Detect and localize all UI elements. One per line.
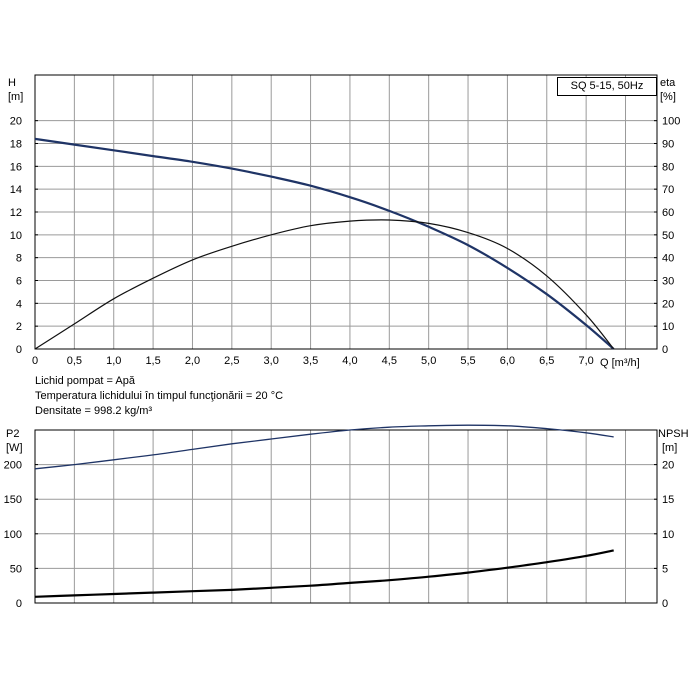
x-tick-label: 1,5	[145, 355, 160, 367]
left-tick-label: 0	[16, 598, 22, 610]
axis-ticks: 0246810121416182001020304050607080901000…	[4, 116, 681, 610]
x-tick-label: 6,5	[539, 355, 554, 367]
left-tick-label: 150	[4, 494, 22, 506]
eta-axis-unit: [%]	[660, 91, 676, 103]
left-tick-label: 8	[16, 253, 22, 265]
q-axis-label: Q [m³/h]	[600, 357, 640, 369]
x-tick-label: 5,0	[421, 355, 436, 367]
left-tick-label: 2	[16, 321, 22, 333]
fluid-density: Densitate = 998.2 kg/m³	[35, 405, 153, 417]
left-tick-label: 20	[10, 116, 22, 128]
p2-curve	[34, 424, 614, 470]
fluid-liquid: Lichid pompat = Apă	[35, 375, 135, 387]
x-tick-label: 7,0	[578, 355, 593, 367]
right-tick-label: 60	[662, 207, 674, 219]
left-tick-label: 6	[16, 276, 22, 288]
left-tick-label: 100	[4, 529, 22, 541]
right-tick-label: 10	[662, 321, 674, 333]
left-tick-label: 16	[10, 161, 22, 173]
x-tick-label: 4,0	[342, 355, 357, 367]
left-tick-label: 4	[16, 298, 22, 310]
eta-curve	[34, 219, 615, 350]
x-tick-label: 6,0	[500, 355, 515, 367]
left-tick-label: 14	[10, 184, 22, 196]
x-tick-label: 0,5	[67, 355, 82, 367]
x-tick-label: 2,0	[185, 355, 200, 367]
x-tick-label: 2,5	[224, 355, 239, 367]
curves	[34, 137, 615, 598]
left-tick-label: 0	[16, 344, 22, 356]
right-tick-label: 70	[662, 184, 674, 196]
right-tick-label: 100	[662, 116, 680, 128]
right-tick-label: 20	[662, 460, 674, 472]
right-tick-label: 20	[662, 298, 674, 310]
npsh-curve	[34, 549, 614, 598]
h-curve	[34, 137, 615, 350]
right-tick-label: 90	[662, 139, 674, 151]
x-tick-label: 0	[32, 355, 38, 367]
npsh-axis-unit: [m]	[662, 442, 677, 454]
p2-axis-label: P2	[6, 428, 19, 440]
p2-axis-unit: [W]	[6, 442, 23, 454]
right-tick-label: 50	[662, 230, 674, 242]
eta-axis-label: eta	[660, 77, 676, 89]
right-tick-label: 40	[662, 253, 674, 265]
bottom-chart-grid	[35, 429, 657, 603]
bottom-chart-frame	[34, 429, 658, 604]
left-tick-label: 10	[10, 230, 22, 242]
x-tick-label: 5,5	[460, 355, 475, 367]
top-chart-grid	[35, 75, 657, 349]
right-tick-label: 15	[662, 494, 674, 506]
left-tick-label: 200	[4, 460, 22, 472]
x-tick-label: 1,0	[106, 355, 121, 367]
left-tick-label: 12	[10, 207, 22, 219]
right-tick-label: 0	[662, 598, 668, 610]
x-tick-label: 4,5	[382, 355, 397, 367]
right-tick-label: 5	[662, 563, 668, 575]
left-tick-label: 50	[10, 563, 22, 575]
fluid-temperature: Temperatura lichidului în timpul funcţio…	[35, 390, 284, 402]
right-tick-label: 30	[662, 276, 674, 288]
h-axis-unit: [m]	[8, 91, 23, 103]
right-tick-label: 80	[662, 161, 674, 173]
right-tick-label: 0	[662, 344, 668, 356]
right-tick-label: 10	[662, 529, 674, 541]
pump-model-label: SQ 5-15, 50Hz	[557, 77, 657, 96]
left-tick-label: 18	[10, 139, 22, 151]
x-tick-label: 3,5	[303, 355, 318, 367]
npsh-axis-label: NPSH	[658, 428, 689, 440]
x-tick-label: 3,0	[264, 355, 279, 367]
h-axis-label: H	[8, 77, 16, 89]
